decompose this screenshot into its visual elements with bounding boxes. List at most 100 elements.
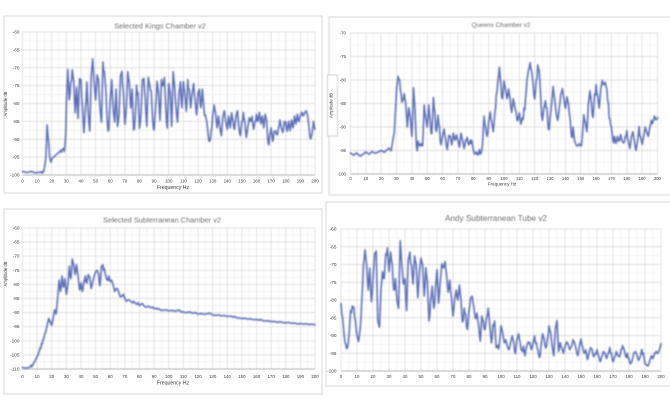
svg-text:0: 0 (349, 176, 352, 181)
svg-text:-70: -70 (13, 65, 20, 70)
svg-text:60: 60 (108, 374, 113, 379)
svg-text:90: 90 (483, 374, 488, 379)
svg-text:160: 160 (593, 374, 601, 379)
svg-text:110: 110 (516, 176, 523, 181)
svg-text:150: 150 (577, 374, 585, 379)
svg-text:170: 170 (608, 176, 616, 181)
svg-text:40: 40 (79, 179, 84, 184)
svg-text:100: 100 (497, 374, 505, 379)
svg-text:-75: -75 (13, 268, 20, 273)
svg-text:170: 170 (267, 374, 275, 379)
svg-text:Frequency Hz: Frequency Hz (157, 185, 190, 191)
svg-text:150: 150 (577, 176, 585, 181)
svg-text:Queens Chamber v2: Queens Chamber v2 (472, 22, 531, 29)
svg-text:-100: -100 (10, 173, 20, 178)
svg-text:150: 150 (238, 179, 246, 184)
svg-text:Andy Subterranean Tube v2: Andy Subterranean Tube v2 (445, 214, 547, 223)
svg-text:0: 0 (340, 374, 343, 379)
svg-text:-80: -80 (13, 282, 20, 287)
svg-text:70: 70 (122, 374, 127, 379)
svg-text:180: 180 (625, 374, 633, 379)
svg-text:190: 190 (639, 176, 647, 181)
svg-text:110: 110 (180, 374, 188, 379)
svg-text:130: 130 (209, 374, 217, 379)
svg-text:120: 120 (529, 374, 537, 379)
svg-text:190: 190 (297, 374, 305, 379)
svg-text:80: 80 (137, 179, 142, 184)
svg-text:160: 160 (253, 374, 261, 379)
svg-text:Frequency Hz: Frequency Hz (488, 182, 517, 187)
svg-text:30: 30 (387, 374, 392, 379)
svg-text:70: 70 (456, 176, 461, 181)
svg-text:90: 90 (152, 179, 157, 184)
svg-text:-85: -85 (330, 315, 337, 320)
svg-text:50: 50 (419, 374, 424, 379)
svg-text:10: 10 (355, 374, 360, 379)
svg-text:-60: -60 (13, 30, 20, 35)
svg-text:90: 90 (152, 374, 157, 379)
svg-text:30: 30 (64, 179, 69, 184)
svg-text:-95: -95 (340, 148, 347, 153)
svg-text:200: 200 (311, 374, 319, 379)
svg-text:10: 10 (364, 176, 369, 181)
svg-text:0: 0 (21, 374, 24, 379)
svg-text:Amplitude dB: Amplitude dB (3, 91, 8, 116)
svg-text:-105: -105 (10, 352, 20, 357)
svg-text:200: 200 (311, 179, 319, 184)
svg-text:110: 110 (180, 179, 188, 184)
svg-text:120: 120 (194, 179, 202, 184)
svg-text:-95: -95 (13, 155, 20, 160)
svg-text:60: 60 (435, 374, 440, 379)
svg-text:20: 20 (379, 176, 384, 181)
svg-text:140: 140 (561, 374, 569, 379)
svg-text:20: 20 (371, 374, 376, 379)
svg-text:-65: -65 (13, 240, 20, 245)
svg-text:140: 140 (224, 179, 232, 184)
svg-text:-70: -70 (340, 31, 347, 36)
svg-text:Selected Kings Chamber v2: Selected Kings Chamber v2 (114, 22, 206, 31)
svg-text:140: 140 (224, 374, 232, 379)
svg-text:-60: -60 (13, 226, 20, 231)
svg-text:-70: -70 (13, 254, 20, 259)
svg-text:-70: -70 (330, 262, 337, 267)
svg-text:Selected Subterranean Chamber: Selected Subterranean Chamber v2 (103, 216, 221, 225)
svg-text:0: 0 (21, 179, 24, 184)
svg-text:-75: -75 (340, 54, 347, 59)
svg-text:190: 190 (297, 179, 305, 184)
svg-text:-90: -90 (13, 310, 20, 315)
svg-text:70: 70 (451, 374, 456, 379)
svg-text:70: 70 (122, 179, 127, 184)
svg-text:80: 80 (467, 374, 472, 379)
svg-text:50: 50 (93, 179, 98, 184)
svg-text:-60: -60 (330, 227, 337, 232)
svg-text:30: 30 (64, 374, 69, 379)
svg-text:-95: -95 (13, 324, 20, 329)
svg-text:50: 50 (93, 374, 98, 379)
svg-text:-100: -100 (327, 369, 337, 374)
svg-text:140: 140 (562, 176, 570, 181)
svg-text:160: 160 (253, 179, 261, 184)
svg-text:20: 20 (49, 179, 54, 184)
svg-text:-90: -90 (330, 333, 337, 338)
svg-text:Frequency Hz: Frequency Hz (157, 381, 190, 387)
svg-text:180: 180 (282, 179, 290, 184)
svg-text:100: 100 (165, 179, 173, 184)
svg-text:120: 120 (531, 176, 539, 181)
svg-text:-85: -85 (13, 296, 20, 301)
svg-text:130: 130 (547, 176, 555, 181)
svg-text:20: 20 (49, 374, 54, 379)
svg-text:130: 130 (545, 374, 553, 379)
svg-text:40: 40 (410, 176, 415, 181)
svg-text:90: 90 (486, 176, 491, 181)
svg-text:180: 180 (623, 176, 631, 181)
svg-text:130: 130 (209, 179, 217, 184)
svg-text:-80: -80 (330, 298, 337, 303)
svg-text:80: 80 (137, 374, 142, 379)
svg-text:-75: -75 (13, 83, 20, 88)
svg-text:-80: -80 (13, 101, 20, 106)
svg-text:-90: -90 (340, 125, 347, 130)
svg-text:60: 60 (440, 176, 445, 181)
svg-text:170: 170 (609, 374, 617, 379)
svg-text:200: 200 (657, 374, 665, 379)
svg-text:-75: -75 (330, 280, 337, 285)
